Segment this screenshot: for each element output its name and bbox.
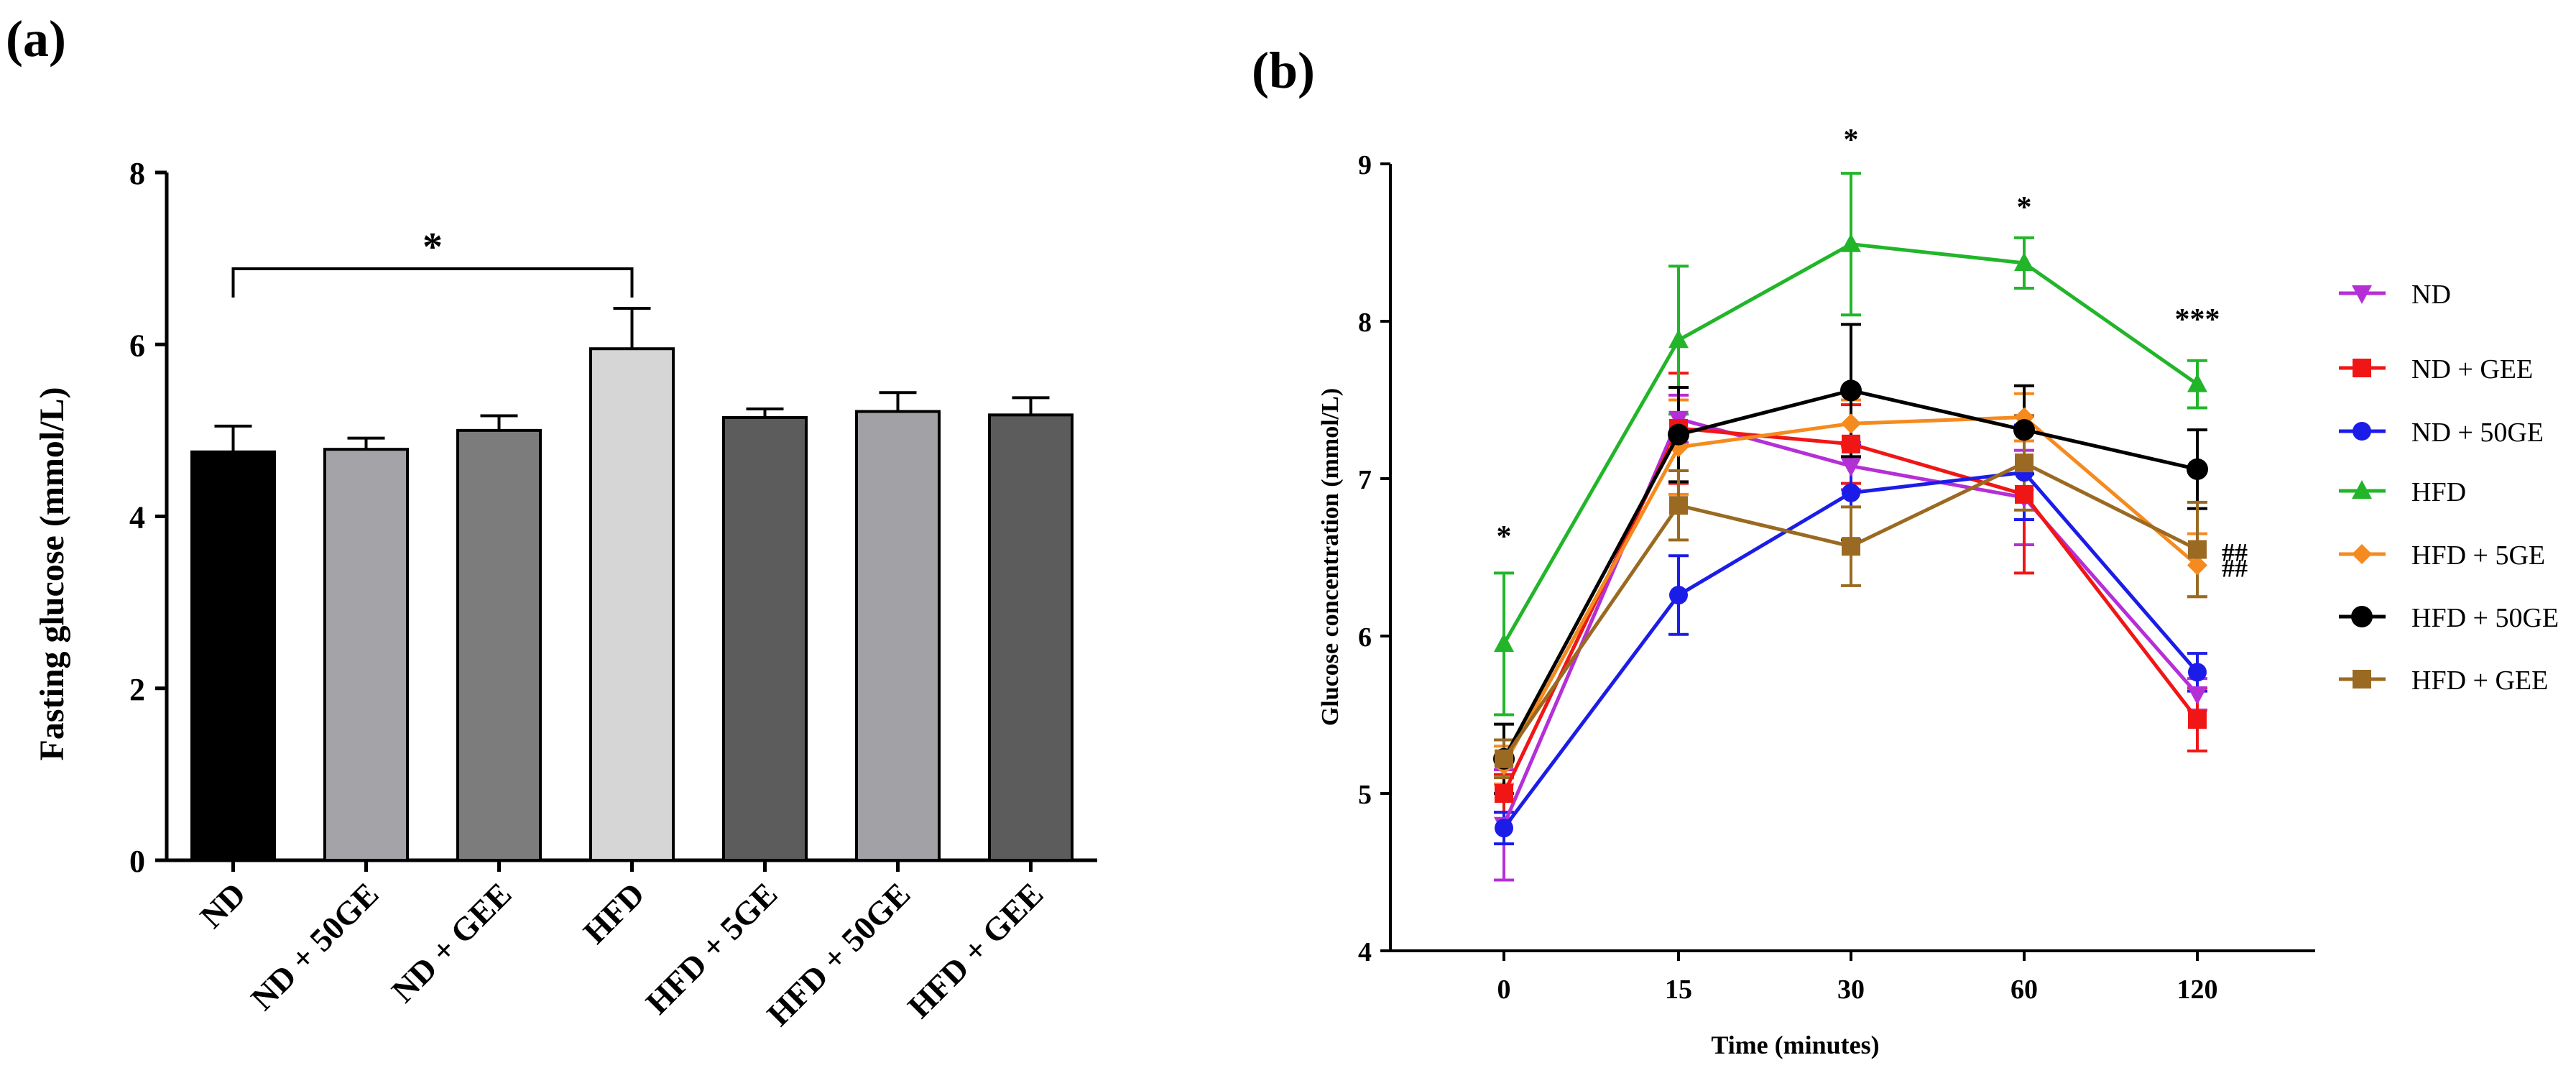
x-tick-label: HFD + 5GE xyxy=(639,875,785,1021)
bar xyxy=(988,413,1074,862)
data-point xyxy=(1842,483,1860,502)
x-axis-label: Time (minutes) xyxy=(1711,1031,1879,1059)
y-tick-label: 2 xyxy=(129,672,145,707)
annotation-star: * xyxy=(1497,520,1512,553)
bar xyxy=(855,410,941,862)
legend-marker xyxy=(2353,359,2371,377)
x-tick-label: 60 xyxy=(2011,975,2038,1005)
y-tick-label: 6 xyxy=(1358,622,1372,653)
legend-marker xyxy=(2353,422,2371,441)
legend-label: ND xyxy=(2411,280,2451,310)
legend-label: HFD + GEE xyxy=(2411,666,2548,696)
data-point xyxy=(1841,413,1861,434)
data-point xyxy=(1495,819,1513,838)
data-point xyxy=(2188,663,2207,682)
data-point xyxy=(2187,373,2207,392)
annotation-star: * xyxy=(1844,124,1859,157)
x-tick-label: 120 xyxy=(2177,975,2218,1005)
annotation-star: *** xyxy=(2175,303,2220,336)
x-tick-label: ND xyxy=(193,875,253,935)
significance-label: * xyxy=(423,225,443,270)
data-point xyxy=(1495,749,1513,768)
y-tick-label: 8 xyxy=(1358,308,1372,338)
bar xyxy=(589,347,675,862)
legend-label: HFD + 50GE xyxy=(2411,603,2559,633)
legend-marker xyxy=(2353,670,2371,689)
y-tick-label: 0 xyxy=(129,844,145,879)
annotation-hash: ## xyxy=(2222,553,2248,582)
data-point xyxy=(2015,484,2033,504)
data-point xyxy=(2015,453,2033,473)
legend-label: HFD + 5GE xyxy=(2411,540,2545,571)
data-point xyxy=(2187,458,2208,480)
line-chart: 4 5 6 7 8 9 0 15 30 60 120 Time (minutes) Glucose co… xyxy=(1317,124,2559,1059)
legend-label: ND + 50GE xyxy=(2411,418,2544,448)
y-tick-label: 8 xyxy=(129,156,145,191)
data-point xyxy=(1841,458,1861,477)
annotation-star: * xyxy=(2017,191,2032,224)
data-point xyxy=(1669,586,1688,605)
data-point xyxy=(2188,710,2207,729)
data-point xyxy=(2187,686,2207,706)
data-point xyxy=(1668,423,1689,446)
panel-a-label: (a) xyxy=(6,10,66,68)
x-tick-label: ND + 50GE xyxy=(244,875,385,1017)
bar xyxy=(323,448,409,862)
x-tick-label: 30 xyxy=(1837,975,1865,1005)
legend-marker xyxy=(2351,606,2373,627)
x-tick-label: ND + GEE xyxy=(384,875,519,1010)
data-point xyxy=(2188,540,2207,559)
x-tick-label: HFD + 50GE xyxy=(760,875,918,1033)
y-axis-label: Glucose concentration (mmol/L) xyxy=(1317,388,1344,726)
significance-bracket xyxy=(231,267,634,298)
data-point xyxy=(1841,233,1861,252)
data-point xyxy=(1842,537,1860,556)
legend-marker xyxy=(2352,480,2372,499)
panel-b-label: (b) xyxy=(1252,42,1315,99)
bar xyxy=(722,415,808,862)
x-tick-label: HFD + GEE xyxy=(900,875,1050,1025)
y-tick-label: 7 xyxy=(1358,465,1372,495)
data-point xyxy=(1668,329,1689,349)
data-point xyxy=(1842,434,1860,453)
annotation-hash: ## xyxy=(2222,538,2248,567)
x-tick-label: 15 xyxy=(1665,975,1692,1005)
data-point xyxy=(1494,632,1514,652)
data-point xyxy=(2013,419,2035,441)
x-tick-label: 0 xyxy=(1497,975,1511,1005)
bar xyxy=(456,428,542,862)
data-point xyxy=(2187,555,2207,576)
data-point xyxy=(1669,496,1688,515)
y-tick-label: 4 xyxy=(1358,937,1372,967)
y-tick-label: 9 xyxy=(1358,150,1372,180)
y-tick-label: 6 xyxy=(129,328,145,363)
data-point xyxy=(1495,784,1513,803)
y-tick-label: 4 xyxy=(129,500,145,535)
data-point xyxy=(2014,252,2034,271)
legend-marker xyxy=(2352,544,2372,564)
data-point xyxy=(1840,379,1862,402)
y-axis-label: Fasting glucose (mmol/L) xyxy=(33,387,71,761)
legend-label: ND + GEE xyxy=(2411,354,2533,384)
y-tick-label: 5 xyxy=(1358,780,1372,810)
legend-marker xyxy=(2352,285,2372,304)
legend-label: HFD xyxy=(2411,477,2466,507)
bar xyxy=(190,450,276,862)
x-tick-label: HFD xyxy=(576,875,652,951)
